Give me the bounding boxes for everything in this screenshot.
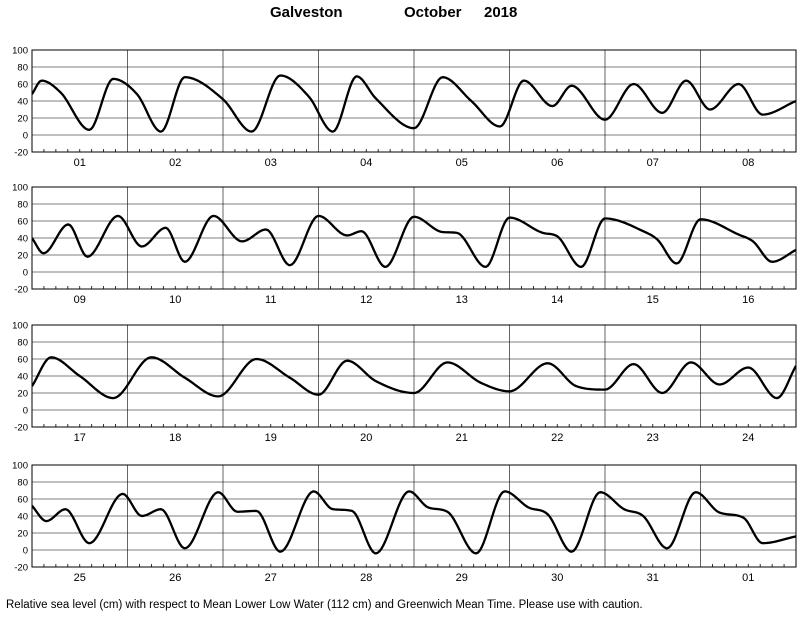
- day-label: 09: [74, 294, 86, 306]
- panel-4: -20 0 20 40 60 80 100 25 26 27 28 29 30 31 01: [12, 461, 797, 584]
- day-label: 23: [647, 432, 659, 444]
- sea-level-line: [32, 214, 796, 269]
- day-label: 08: [742, 157, 754, 169]
- day-label: 25: [74, 572, 86, 584]
- day-label: 10: [169, 294, 181, 306]
- day-label: 15: [647, 294, 659, 306]
- panel-3: -20 0 20 40 60 80 100 17 18 19 20 21 22 23 24: [12, 321, 797, 444]
- day-label: 18: [169, 432, 181, 444]
- day-label: 03: [265, 157, 277, 169]
- sea-level-line: [32, 74, 796, 133]
- day-label: 19: [265, 432, 277, 444]
- y-tick-label: 60: [17, 495, 28, 506]
- panel-frame: [31, 464, 797, 568]
- day-label: 24: [742, 432, 754, 444]
- y-tick-label: 100: [12, 46, 28, 57]
- panel-frame: [31, 324, 797, 428]
- y-tick-label: 40: [17, 512, 28, 523]
- day-label: 21: [456, 432, 468, 444]
- y-tick-label: 20: [17, 389, 28, 400]
- panel-2: -20 0 20 40 60 80 100 09 10 11 12 13 14 15 16: [12, 183, 797, 306]
- day-label: 28: [360, 572, 372, 584]
- y-tick-label: 20: [17, 251, 28, 262]
- panel-1: -20 0 20 40 60 80 100 01 02 03 04 05 06 07 08: [12, 46, 797, 169]
- y-tick-label: 20: [17, 529, 28, 540]
- day-label: 31: [647, 572, 659, 584]
- y-tick-label: 40: [17, 372, 28, 383]
- footnote: Relative sea level (cm) with respect to …: [6, 599, 643, 611]
- day-label: 27: [265, 572, 277, 584]
- y-tick-label: 0: [23, 406, 28, 417]
- y-tick-label: -20: [14, 423, 28, 434]
- y-tick-label: 0: [23, 546, 28, 557]
- y-tick-label: 100: [12, 461, 28, 472]
- y-tick-label: 80: [17, 338, 28, 349]
- day-label: 12: [360, 294, 372, 306]
- day-label: 02: [169, 157, 181, 169]
- y-tick-label: 40: [17, 97, 28, 108]
- day-label: 04: [360, 157, 372, 169]
- y-tick-label: 60: [17, 217, 28, 228]
- y-tick-label: 40: [17, 234, 28, 245]
- chart-title: Galveston October 2018: [0, 4, 800, 26]
- sea-level-line: [32, 490, 796, 555]
- day-label: 26: [169, 572, 181, 584]
- day-label: 14: [551, 294, 563, 306]
- y-tick-label: 100: [12, 321, 28, 332]
- day-label: 01: [742, 572, 754, 584]
- y-tick-label: 80: [17, 478, 28, 489]
- y-tick-label: -20: [14, 148, 28, 159]
- day-label: 07: [647, 157, 659, 169]
- title-year: 2018: [484, 4, 518, 21]
- y-tick-label: 0: [23, 268, 28, 279]
- day-label: 17: [74, 432, 86, 444]
- day-label: 01: [74, 157, 86, 169]
- day-label: 05: [456, 157, 468, 169]
- sea-level-line: [32, 356, 796, 400]
- y-tick-label: 60: [17, 80, 28, 91]
- day-label: 30: [551, 572, 563, 584]
- day-label: 20: [360, 432, 372, 444]
- day-label: 06: [551, 157, 563, 169]
- title-month: October: [404, 4, 462, 21]
- y-tick-label: -20: [14, 285, 28, 296]
- y-tick-label: 60: [17, 355, 28, 366]
- y-tick-label: 80: [17, 200, 28, 211]
- day-label: 29: [456, 572, 468, 584]
- day-label: 11: [265, 294, 276, 306]
- y-tick-label: 80: [17, 63, 28, 74]
- day-label: 13: [456, 294, 468, 306]
- day-label: 16: [742, 294, 754, 306]
- y-tick-label: 0: [23, 131, 28, 142]
- day-label: 22: [551, 432, 563, 444]
- y-tick-label: 20: [17, 114, 28, 125]
- station-name: Galveston: [270, 4, 343, 21]
- y-tick-label: -20: [14, 563, 28, 574]
- y-tick-label: 100: [12, 183, 28, 194]
